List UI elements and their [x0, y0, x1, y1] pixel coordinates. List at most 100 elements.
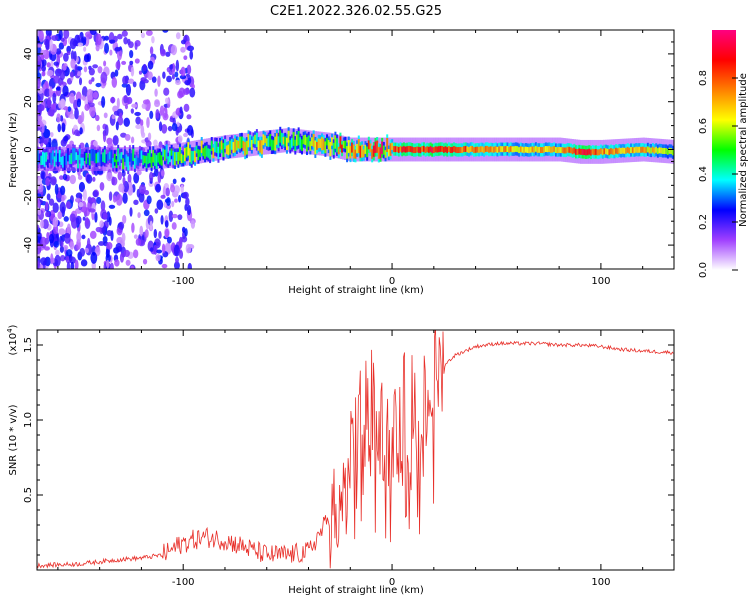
ridge-core	[362, 149, 365, 158]
ridge-core	[571, 148, 574, 155]
noise-blob	[102, 212, 108, 220]
ridge-core	[412, 147, 415, 154]
noise-blob	[141, 131, 146, 139]
noise-blob	[108, 204, 116, 209]
ridge-core	[277, 136, 280, 148]
noise-blob	[129, 207, 133, 217]
ridge-core	[573, 147, 576, 154]
noise-blob	[117, 116, 124, 126]
ridge-core	[399, 145, 402, 152]
ridge-core	[321, 136, 324, 151]
noise-blob	[88, 208, 96, 213]
snr-panel: -100 0 100 0.5 1.0 1.5 Height of straight lin…	[6, 324, 675, 596]
noise-blob	[95, 114, 100, 122]
ridge-core	[230, 138, 233, 150]
ridge-core	[508, 146, 511, 153]
noise-blob	[106, 259, 110, 269]
noise-blob	[103, 112, 108, 119]
ridge-core	[327, 140, 330, 150]
ridge-core	[531, 146, 534, 153]
ridge-core	[329, 142, 332, 157]
ridge-core	[427, 146, 430, 153]
ridge-core	[422, 145, 425, 152]
ridge-core	[633, 147, 636, 154]
noise-blob	[46, 193, 51, 201]
noise-blob	[110, 97, 116, 104]
noise-blob	[81, 234, 86, 240]
noise-blob	[76, 98, 82, 108]
noise-blob	[69, 174, 77, 185]
ridge-core	[182, 154, 185, 163]
noise-blob	[149, 110, 154, 120]
ridge-core	[491, 146, 494, 153]
ridge-core	[481, 146, 484, 153]
ridge-core	[610, 148, 613, 155]
noise-blob	[54, 254, 61, 267]
ridge-core	[394, 146, 397, 153]
ridge-core	[469, 145, 472, 152]
noise-blob	[111, 176, 118, 186]
ridge-core	[279, 130, 282, 143]
noise-blob	[157, 75, 161, 88]
ridge-core	[503, 146, 506, 153]
ridge-core	[387, 149, 390, 157]
y-tick-label: 40	[23, 48, 34, 61]
noise-blob	[146, 195, 152, 205]
ridge-core	[78, 148, 81, 161]
noise-blob	[78, 201, 84, 208]
ridge-core	[474, 146, 477, 153]
ridge-core	[140, 150, 143, 160]
y-tick-label: 1.5	[23, 337, 34, 353]
ridge-core	[506, 146, 509, 153]
ridge-core	[656, 148, 659, 155]
noise-blob	[172, 178, 177, 185]
ridge-core	[391, 142, 394, 150]
ridge-core	[381, 141, 384, 155]
noise-blob	[142, 99, 150, 105]
ridge-core	[172, 150, 175, 165]
ridge-core	[97, 152, 100, 163]
ridge-core	[57, 153, 60, 167]
noise-blob	[186, 204, 192, 216]
noise-blob	[135, 116, 141, 125]
noise-blob	[158, 231, 162, 239]
ridge-core	[70, 153, 73, 165]
ridge-core	[451, 146, 454, 153]
ridge-core	[337, 146, 340, 155]
ridge-core	[463, 146, 466, 153]
ridge-core	[80, 157, 83, 169]
noise-blob	[168, 210, 174, 223]
noise-blob	[170, 44, 178, 56]
noise-blob	[160, 214, 164, 225]
noise-blob	[178, 194, 182, 203]
noise-blob	[99, 182, 105, 191]
noise-blob	[113, 110, 120, 116]
ridge-core	[197, 149, 200, 161]
noise-blob	[37, 46, 41, 57]
ridge-core	[615, 147, 618, 154]
ridge-core	[128, 148, 131, 162]
ridge-core	[606, 148, 609, 155]
ridge-core	[541, 147, 544, 154]
ridge-core	[50, 152, 53, 165]
noise-blob	[187, 262, 192, 269]
noise-blob	[70, 261, 75, 269]
noise-blob	[143, 209, 150, 217]
noise-blob	[141, 103, 147, 109]
noise-blob	[134, 58, 140, 64]
ridge-core	[225, 145, 228, 155]
noise-blob	[104, 42, 110, 54]
noise-blob	[149, 46, 154, 55]
spectrogram-axes: -100 0 100 -40 -20 0 20 40	[23, 29, 674, 287]
ridge-core	[113, 153, 116, 163]
ridge-core	[267, 136, 270, 148]
ridge-core	[83, 151, 86, 161]
noise-blob	[140, 32, 146, 39]
noise-blob	[84, 247, 89, 254]
ridge-core	[306, 137, 309, 152]
noise-blob	[171, 73, 175, 80]
noise-blob	[45, 211, 50, 218]
noise-blob	[179, 106, 183, 114]
noise-blob	[114, 259, 120, 267]
ridge-core	[72, 147, 75, 162]
